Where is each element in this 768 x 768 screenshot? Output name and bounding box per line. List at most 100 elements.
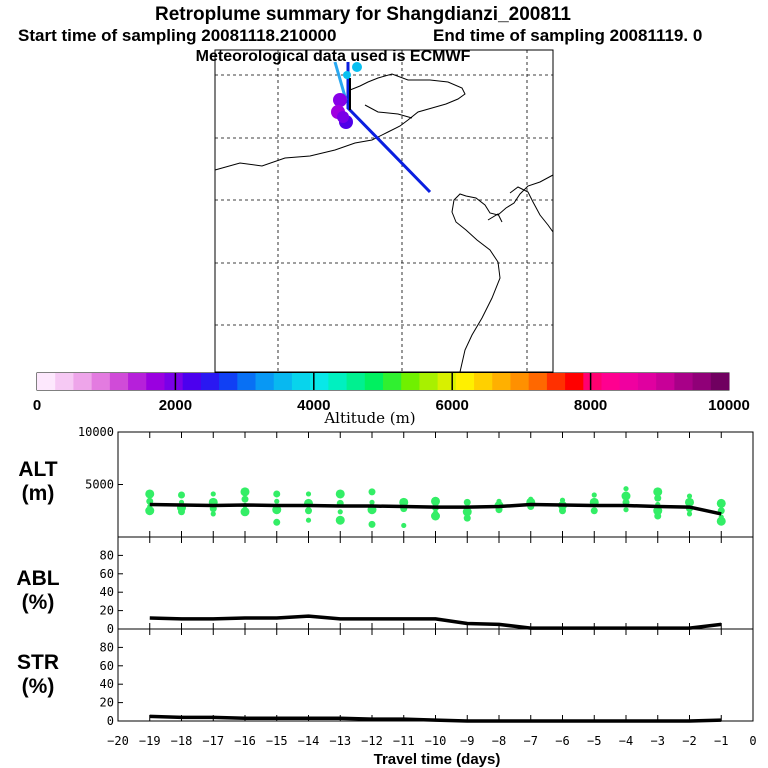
abl-fraction-line: [149, 614, 722, 630]
alt-scatter-point: [462, 507, 472, 517]
x-tick-label: −17: [202, 734, 224, 748]
alt-median-line: [149, 502, 722, 516]
alt-scatter-point: [178, 508, 185, 516]
alt-scatter-point: [210, 491, 216, 497]
colorbar-swatch: [182, 373, 202, 390]
colorbar-swatch: [455, 373, 475, 390]
alt-scatter-point: [590, 507, 598, 515]
alt-scatter-point: [623, 486, 629, 492]
y-tick-label: 40: [100, 585, 114, 599]
colorbar-tick-label: 0: [33, 397, 41, 414]
colorbar-swatch: [237, 373, 256, 390]
abl-panel-frame: [117, 536, 754, 630]
alt-scatter-point: [241, 495, 249, 503]
alt-scatter-point: [368, 488, 376, 496]
x-tick-label: −9: [460, 734, 474, 748]
alt-scatter-point: [654, 512, 662, 520]
x-tick-label: −19: [139, 734, 161, 748]
x-tick-label: −13: [329, 734, 351, 748]
trajectory-map: [214, 49, 554, 373]
colorbar-swatch: [291, 373, 311, 390]
alt-panel-frame: [117, 431, 754, 538]
x-tick-label: −12: [361, 734, 383, 748]
colorbar-swatch: [128, 373, 147, 390]
alt-scatter-point: [716, 498, 726, 508]
colorbar-tick-label: 8000: [574, 397, 607, 414]
colorbar-swatch: [565, 373, 584, 390]
x-tick-label: −15: [266, 734, 288, 748]
x-tick-label: −8: [492, 734, 506, 748]
colorbar-swatch: [310, 373, 329, 390]
y-tick-label: 40: [100, 677, 114, 691]
x-tick-label: −3: [651, 734, 665, 748]
colorbar-swatch: [37, 373, 56, 390]
alt-scatter-point: [335, 489, 345, 499]
colorbar-swatch: [55, 373, 74, 390]
y-tick-label: 0: [107, 714, 114, 728]
colorbar-swatch: [164, 373, 184, 390]
alt-scatter-point: [178, 491, 185, 499]
y-tick-label: 0: [107, 622, 114, 636]
alt-scatter-point: [716, 516, 726, 526]
alt-panel-unit: (m): [22, 482, 55, 505]
colorbar-swatch: [383, 373, 402, 390]
colorbar-swatch: [674, 373, 693, 390]
alt-scatter-point: [305, 507, 312, 515]
alt-scatter-point: [273, 518, 281, 526]
colorbar-swatch: [273, 373, 293, 390]
colorbar-swatch: [546, 373, 566, 390]
colorbar-swatch: [419, 373, 439, 390]
colorbar-swatch: [401, 373, 420, 390]
x-tick-label: −5: [587, 734, 601, 748]
colorbar-swatch: [146, 373, 165, 390]
alt-scatter-point: [463, 498, 471, 506]
colorbar-swatch: [528, 373, 548, 390]
alt-scatter-point: [431, 496, 440, 506]
alt-panel-label: ALT: [18, 458, 57, 481]
alt-scatter-point: [274, 498, 280, 504]
colorbar-swatch: [91, 373, 111, 390]
colorbar-swatch: [656, 373, 675, 390]
met-data-label: Meteorological data used is ECMWF: [196, 48, 471, 65]
colorbar-swatch: [692, 373, 712, 390]
y-tick-label: 60: [100, 567, 114, 581]
alt-scatter-point: [399, 497, 409, 507]
x-tick-label: −2: [682, 734, 696, 748]
colorbar-tick-label: 10000: [708, 397, 750, 414]
y-tick-label: 10000: [78, 425, 114, 439]
alt-scatter-point: [145, 506, 155, 516]
str-panel-label: STR: [17, 651, 59, 674]
colorbar-swatch: [364, 373, 384, 390]
y-tick-label: 20: [100, 696, 114, 710]
alt-scatter-point: [686, 493, 693, 499]
y-tick-label: 20: [100, 604, 114, 618]
colorbar-swatch: [637, 373, 657, 390]
alt-scatter-point: [431, 511, 440, 521]
colorbar-axis-label: Altitude (m): [323, 409, 415, 427]
colorbar-tick-label: 2000: [159, 397, 192, 414]
x-tick-label: 0: [749, 734, 756, 748]
colorbar-swatch: [437, 373, 457, 390]
trajectory-particle: [343, 71, 351, 79]
trajectory-particle: [333, 93, 347, 107]
colorbar-swatch: [328, 373, 347, 390]
alt-scatter-point: [305, 517, 312, 523]
colorbar-swatch: [346, 373, 366, 390]
y-tick-label: 80: [100, 548, 114, 562]
abl-panel-unit: (%): [22, 591, 55, 614]
time-series-panels: ALT (m) ABL (%) STR (%) 10000 5000 80 60 40 2…: [16, 425, 756, 768]
colorbar-swatch: [474, 373, 493, 390]
map-gridlines: [215, 50, 553, 372]
x-tick-label: −10: [425, 734, 447, 748]
alt-scatter-point: [653, 506, 663, 516]
colorbar-swatch: [619, 373, 639, 390]
alt-scatter-point: [337, 509, 343, 515]
colorbar-swatch: [510, 373, 530, 390]
x-tick-label: −1: [714, 734, 728, 748]
colorbar-swatch: [601, 373, 621, 390]
alt-scatter-point: [401, 522, 407, 529]
alt-scatter-point: [335, 515, 345, 525]
alt-scatter-point: [685, 497, 694, 507]
colorbar-swatch: [255, 373, 275, 390]
x-tick-label: −20: [107, 734, 129, 748]
